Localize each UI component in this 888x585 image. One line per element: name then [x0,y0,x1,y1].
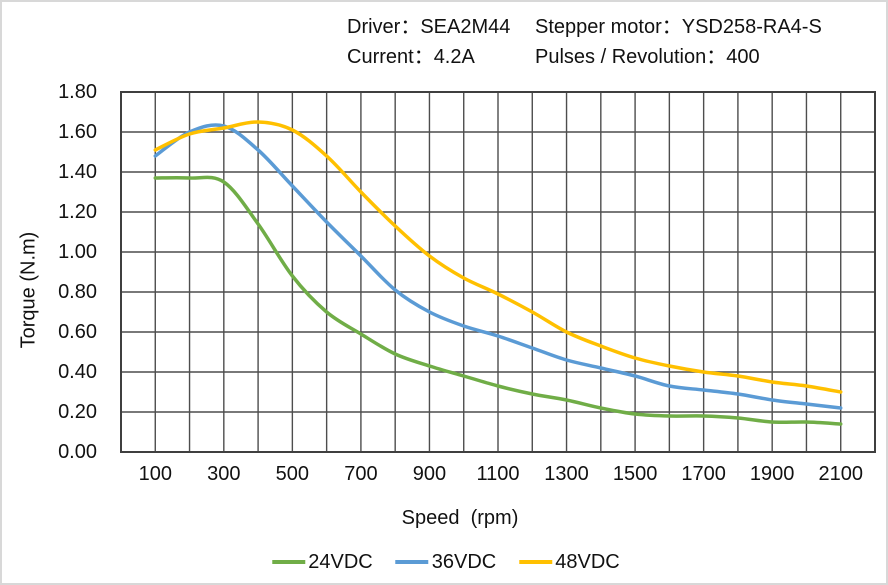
chart-header: Driver：SEA2M44 Stepper motor：YSD258-RA4-… [347,14,822,71]
y-tick-label: 1.20 [58,201,97,223]
y-tick-label: 0.40 [58,361,97,383]
x-tick-label: 100 [138,463,172,485]
y-tick-label: 1.40 [58,161,97,183]
y-tick-label: 1.80 [58,81,97,103]
legend-swatch [519,560,553,564]
plot-border [120,91,876,453]
x-tick-label: 1100 [476,463,520,485]
legend-label: 24VDC [308,551,373,573]
x-tick-label: 1300 [544,463,589,485]
plot-area [120,91,876,453]
x-tick-label: 2100 [818,463,863,485]
legend-item-24vdc: 24VDC [272,549,373,575]
x-tick-label: 1500 [612,463,658,485]
y-tick-label: 1.60 [58,121,97,143]
x-tick-label: 300 [207,463,241,485]
legend-label: 36VDC [431,551,497,573]
x-axis-title: Speed (rpm) [401,507,519,529]
x-tick-label: 1900 [749,463,795,485]
y-tick-label: 0.20 [58,401,97,423]
motor-label: Stepper motor：YSD258-RA4-S [535,16,822,38]
y-tick-label: 0.00 [58,441,97,463]
legend-item-36vdc: 36VDC [395,549,497,575]
curve-24vdc [153,175,843,426]
x-tick-label: 500 [275,463,310,485]
y-tick-label: 0.60 [58,321,97,343]
x-tick-label: 700 [344,463,378,485]
pulses-label: Pulses / Revolution：400 [535,46,760,68]
x-tick-label: 900 [412,463,447,485]
legend-item-48vdc: 48VDC [519,549,620,575]
curve-36vdc [153,123,843,410]
curve-48vdc [153,120,843,394]
legend-label: 48VDC [555,551,620,573]
legend-swatch [272,560,306,564]
legend: 24VDC 36VDC 48VDC [272,549,620,575]
y-tick-label: 1.00 [58,241,97,263]
x-tick-label: 1700 [681,463,726,485]
legend-swatch [395,560,429,564]
y-tick-label: 0.80 [58,281,97,303]
current-label: Current：4.2A [347,46,475,68]
driver-label: Driver：SEA2M44 [347,16,511,38]
